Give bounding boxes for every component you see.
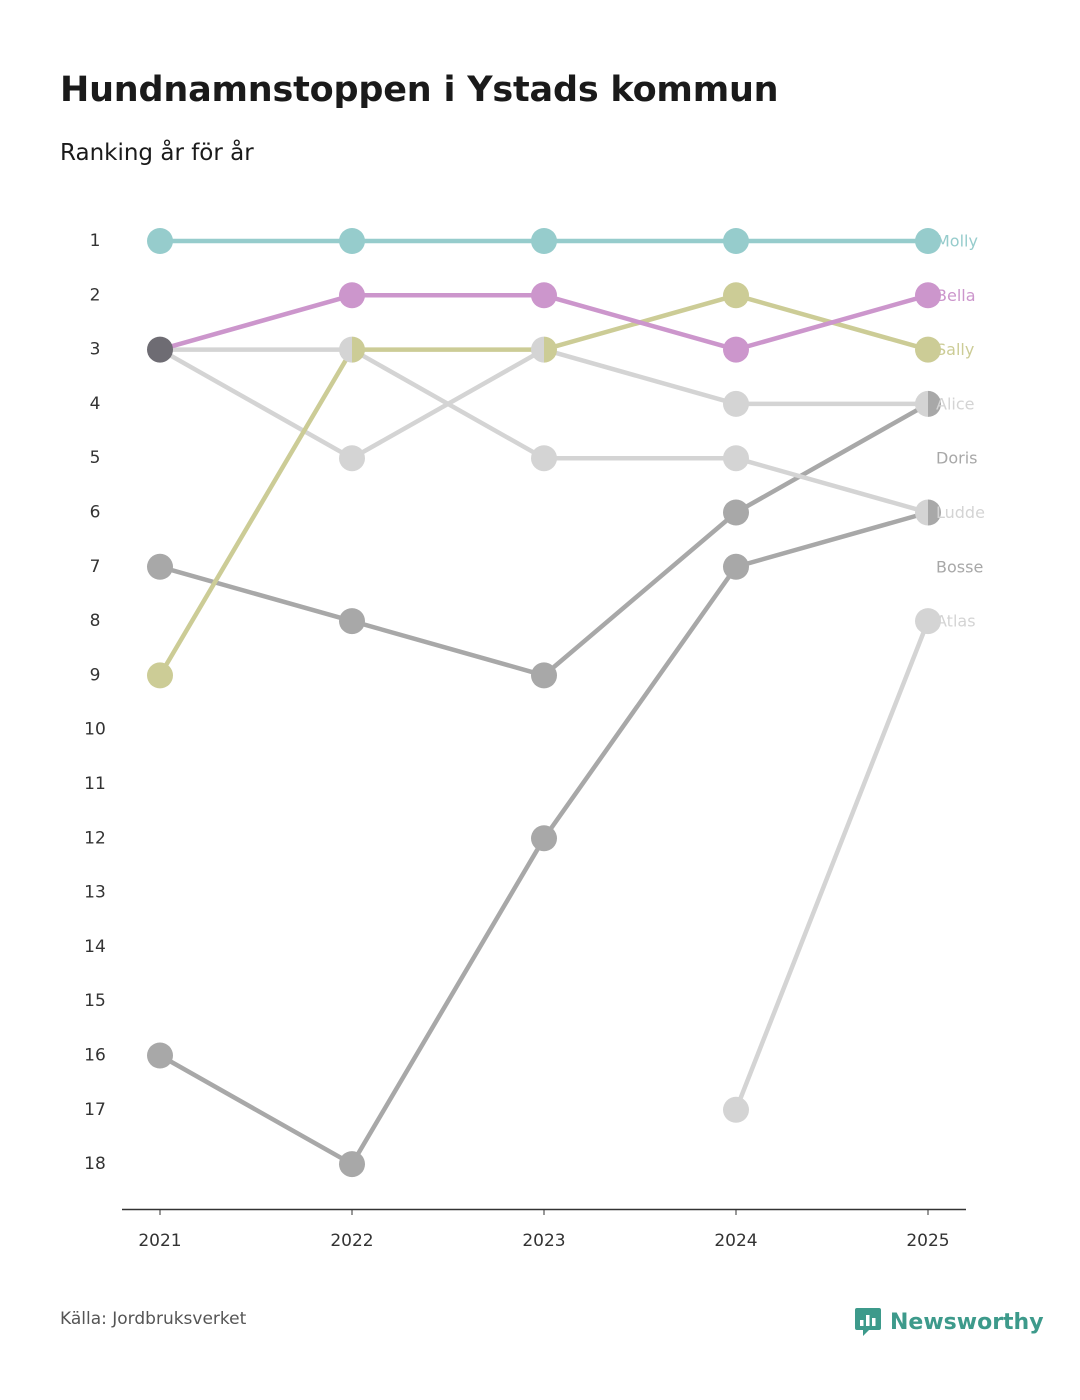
end-label-bosse: Bosse: [936, 557, 983, 576]
data-point-molly-2023: [531, 228, 557, 254]
data-point-sally-2021: [147, 662, 173, 689]
end-label-doris: Doris: [936, 449, 977, 468]
data-point-doris-2024: [723, 499, 749, 526]
y-tick-label-12: 12: [84, 828, 106, 848]
data-point-molly-2021: [147, 228, 173, 254]
data-point-doris-2023: [531, 662, 544, 689]
brand-logo: Newsworthy: [854, 1306, 1044, 1338]
data-point-alice-2023: [531, 336, 544, 363]
data-point-molly-2025: [915, 228, 941, 254]
data-point-atlas-2024: [723, 1096, 749, 1123]
data-point-ludde-2025: [915, 499, 928, 526]
series-points: [147, 228, 942, 1178]
end-label-ludde: Ludde: [936, 503, 985, 522]
chart-title: Hundnamnstoppen i Ystads kommun: [60, 70, 779, 110]
data-point-alice-2024: [723, 390, 749, 417]
y-tick-label-17: 17: [84, 1100, 106, 1120]
data-point-bosse-2021: [147, 1042, 173, 1069]
chart-subtitle: Ranking år för år: [60, 140, 254, 166]
data-point-overlap-2021: [147, 336, 173, 363]
y-tick-label-10: 10: [84, 720, 106, 740]
y-tick-label-7: 7: [90, 557, 101, 577]
end-label-alice: Alice: [936, 394, 974, 413]
data-point-doris-2025: [928, 390, 942, 417]
x-tick-label-2021: 2021: [138, 1231, 181, 1251]
data-point-alice-2025: [915, 390, 928, 417]
y-tick-label-6: 6: [90, 503, 101, 523]
data-point-molly-2024: [723, 228, 749, 254]
bar-chart-speech-bubble-icon: [855, 1308, 881, 1336]
y-tick-label-5: 5: [90, 448, 101, 468]
y-tick-label-9: 9: [90, 665, 101, 685]
x-tick-label-2022: 2022: [330, 1231, 373, 1251]
series-line-alice: [157, 347, 931, 461]
end-label-molly: Molly: [936, 232, 978, 251]
data-point-bella-2023: [531, 282, 557, 309]
source-note: Källa: Jordbruksverket: [60, 1309, 247, 1329]
data-point-gray-2022: [339, 608, 365, 635]
x-axis: 2021 2022 2023 2024 2025: [138, 1209, 950, 1251]
data-point-sally-2022: [352, 336, 365, 363]
y-tick-label-14: 14: [84, 937, 106, 957]
data-point-ludde-2024: [723, 445, 749, 472]
y-tick-label-16: 16: [84, 1046, 106, 1066]
y-tick-label-18: 18: [84, 1154, 106, 1174]
data-point-ludde-2022: [339, 336, 352, 363]
y-tick-label-1: 1: [90, 231, 101, 251]
y-tick-label-8: 8: [90, 611, 101, 631]
end-labels: Molly Bella Sally Alice Doris Ludde Bosse Atlas: [936, 232, 985, 631]
data-point-bosse-2024: [723, 553, 749, 580]
data-point-alice-2022: [339, 445, 365, 472]
end-label-bella: Bella: [936, 286, 976, 305]
data-point-bella-2025: [915, 282, 941, 309]
series-line-doris: [541, 401, 931, 678]
y-tick-label-15: 15: [84, 991, 106, 1011]
brand-name: Newsworthy: [890, 1309, 1044, 1335]
data-point-sally-2025: [915, 336, 941, 363]
data-point-bosse-2022: [339, 1151, 365, 1178]
data-point-gray-2021: [147, 553, 173, 580]
data-point-bosse-2025: [928, 499, 942, 526]
series-lines: [157, 238, 931, 1167]
end-label-sally: Sally: [936, 340, 974, 359]
x-tick-label-2023: 2023: [522, 1231, 565, 1251]
end-label-atlas: Atlas: [936, 612, 976, 631]
y-tick-label-4: 4: [90, 394, 101, 414]
data-point-molly-2022: [339, 228, 365, 254]
series-line-ludde: [157, 347, 931, 515]
data-point-ludde-2023: [531, 445, 557, 472]
x-tick-label-2025: 2025: [906, 1231, 949, 1251]
data-point-sally-2024: [723, 282, 749, 309]
data-point-bosse-2023: [531, 825, 557, 852]
data-point-bella-2022: [339, 282, 365, 309]
y-tick-label-13: 13: [84, 883, 106, 903]
series-line-atlas: [733, 618, 931, 1113]
y-tick-label-2: 2: [90, 285, 101, 305]
data-point-bella-2024: [723, 336, 749, 363]
data-point-sally-2023: [544, 336, 558, 363]
data-point-atlas-2025: [915, 608, 941, 635]
data-point-gray-2023: [544, 662, 558, 689]
x-tick-label-2024: 2024: [714, 1231, 757, 1251]
y-tick-label-11: 11: [84, 774, 106, 794]
y-tick-label-3: 3: [90, 340, 101, 360]
